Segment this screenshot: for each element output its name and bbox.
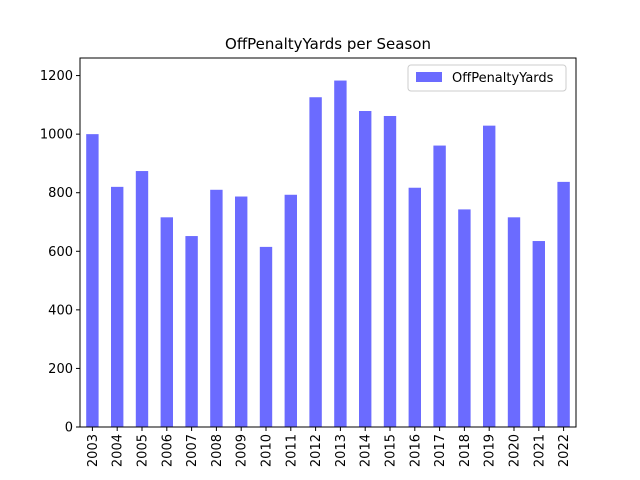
x-tick-label: 2020 bbox=[508, 434, 523, 467]
x-tick-label: 2012 bbox=[309, 434, 324, 467]
chart-title: OffPenaltyYards per Season bbox=[225, 35, 431, 53]
x-tick-label: 2015 bbox=[384, 434, 399, 467]
axes-frame bbox=[79, 57, 577, 428]
x-tick-label: 2007 bbox=[185, 434, 200, 467]
x-tick-label: 2006 bbox=[160, 434, 175, 467]
bar bbox=[433, 145, 446, 428]
x-tick-label: 2017 bbox=[433, 434, 448, 467]
bar bbox=[185, 236, 198, 427]
y-tick-label: 400 bbox=[48, 303, 73, 318]
bar bbox=[309, 97, 322, 427]
bar bbox=[160, 217, 173, 427]
bar bbox=[507, 217, 521, 427]
x-tick-label: 2014 bbox=[359, 434, 374, 467]
x-tick-label: 2019 bbox=[483, 434, 498, 467]
bar bbox=[334, 80, 347, 428]
x-tick-label: 2005 bbox=[136, 434, 151, 467]
x-tick-label: 2004 bbox=[111, 434, 126, 467]
x-tick-label: 2011 bbox=[284, 434, 299, 467]
legend-swatch bbox=[416, 72, 442, 82]
bar bbox=[259, 246, 273, 427]
bar bbox=[111, 186, 124, 427]
y-tick-label: 1000 bbox=[40, 128, 73, 143]
bar bbox=[284, 194, 297, 427]
bar bbox=[135, 171, 149, 427]
x-tick-label: 2022 bbox=[557, 434, 572, 467]
x-tick-label: 2009 bbox=[235, 434, 250, 467]
bar bbox=[235, 196, 248, 427]
y-tick-label: 0 bbox=[65, 421, 73, 436]
x-tick-label: 2018 bbox=[458, 434, 473, 467]
x-tick-label: 2021 bbox=[532, 434, 547, 467]
y-tick-label: 1200 bbox=[40, 69, 73, 84]
bar bbox=[408, 187, 421, 427]
y-tick-label: 600 bbox=[48, 245, 73, 260]
legend-box bbox=[407, 64, 567, 92]
x-tick-label: 2016 bbox=[408, 434, 423, 467]
y-tick-label: 800 bbox=[48, 186, 73, 201]
y-tick-label: 200 bbox=[48, 362, 73, 377]
bar bbox=[86, 134, 99, 427]
x-tick-label: 2013 bbox=[334, 434, 349, 467]
bar bbox=[557, 181, 570, 427]
bar bbox=[483, 125, 496, 428]
legend-label: OffPenaltyYards bbox=[452, 71, 554, 86]
bar bbox=[383, 115, 397, 427]
bar bbox=[210, 189, 223, 427]
x-tick-label: 2010 bbox=[260, 434, 275, 467]
bar bbox=[532, 241, 545, 427]
bar bbox=[458, 209, 471, 427]
x-tick-label: 2003 bbox=[86, 434, 101, 467]
x-tick-label: 2008 bbox=[210, 434, 225, 467]
bar bbox=[359, 111, 372, 427]
